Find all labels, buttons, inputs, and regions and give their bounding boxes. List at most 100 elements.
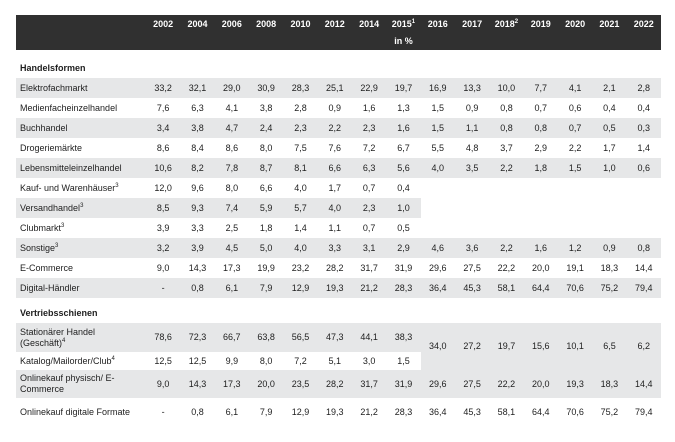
value-cell: 14,4: [634, 262, 653, 273]
value-cell: 0,5: [592, 118, 627, 138]
value-cell: 7,2: [362, 142, 376, 153]
footnote-marker: 3: [61, 222, 65, 229]
value-cell: 19,3: [557, 370, 593, 398]
value-cell: 10,6: [146, 158, 181, 178]
value-cell: 4,1: [225, 102, 239, 113]
year-header: 2021: [599, 18, 620, 29]
value-cell: 1,4: [637, 142, 651, 153]
value-cell: [557, 178, 593, 198]
value-cell: 3,2: [146, 238, 181, 258]
footnote-marker: 4: [111, 355, 115, 362]
value-cell: 12,0: [154, 182, 172, 193]
value-cell: 7,5: [294, 142, 307, 153]
value-cell: 36,4: [429, 406, 447, 417]
table-row: Onlinekauf digitale Formate - 0,8 6,1 7,9 12,…: [16, 398, 661, 426]
value-cell: 4,7: [214, 118, 249, 138]
value-cell: 2,2: [489, 238, 524, 258]
value-cell: 20,0: [532, 262, 550, 273]
row-label: Kauf- und Warenhäuser3: [16, 178, 146, 198]
row-label-text: Digital-Händler: [20, 282, 80, 293]
value-cell: [626, 198, 661, 218]
value-cell: -: [161, 406, 165, 417]
value-cell: 0,8: [500, 102, 513, 113]
value-cell: 1,7: [603, 142, 616, 153]
merged-value-cell: 19,7: [497, 341, 516, 351]
value-cell: 3,9: [156, 222, 170, 233]
value-cell: [489, 218, 524, 238]
unit-row: in %: [16, 33, 661, 50]
row-label-text: Onlinekauf digitale Formate: [20, 406, 131, 417]
value-cell: 8,0: [259, 355, 273, 366]
value-cell: 4,0: [420, 158, 455, 178]
footnote-marker: 3: [55, 242, 59, 249]
value-cell: 7,2: [294, 355, 307, 366]
table-row: Buchhandel 3,4 3,8 4,7 2,4 2,3 2,2 2,3 1,6 1,5 1,1…: [16, 118, 661, 138]
value-cell: 12,9: [291, 406, 310, 417]
value-cell: 23,5: [283, 370, 318, 398]
row-label: Onlinekauf physisch/ E-Commerce: [16, 370, 146, 398]
value-cell: 36,4: [420, 278, 455, 298]
value-cell: 2,5: [225, 222, 239, 233]
row-label-text: Medienfacheinzelhandel: [20, 102, 118, 113]
value-cell: 29,0: [214, 78, 249, 98]
value-cell: 1,6: [523, 238, 558, 258]
value-cell: [592, 198, 627, 218]
value-cell: 38,3: [386, 323, 421, 352]
value-cell: 1,1: [454, 118, 490, 138]
table-row: Kauf- und Warenhäuser3 12,0 9,6 8,0 6,6 4,0 1,…: [16, 178, 661, 198]
value-cell: 20,0: [248, 370, 284, 398]
value-cell: 66,7: [214, 323, 249, 352]
year-header: 2014: [359, 18, 380, 29]
value-cell: 31,9: [394, 262, 413, 273]
footnote-marker: 4: [62, 337, 66, 344]
value-cell: 2,3: [283, 118, 318, 138]
value-cell: 3,7: [500, 142, 513, 153]
value-cell: 5,1: [328, 355, 342, 366]
year-header: 20151: [391, 18, 416, 29]
value-cell: 22,2: [497, 262, 516, 273]
value-cell: 1,5: [557, 158, 593, 178]
value-cell: -: [146, 278, 181, 298]
value-cell: [454, 178, 490, 198]
value-cell: 12,9: [283, 278, 318, 298]
year-header: 2012: [324, 18, 345, 29]
value-cell: 44,1: [351, 323, 387, 352]
value-cell: 75,2: [592, 278, 627, 298]
value-cell: 6,7: [397, 142, 410, 153]
value-cell: 70,6: [557, 278, 593, 298]
value-cell: 8,6: [156, 142, 170, 153]
table-row: Elektrofachmarkt 33,2 32,1 29,0 30,9 28,3 25,1…: [16, 78, 661, 98]
value-cell: 0,8: [626, 238, 661, 258]
value-cell: 19,3: [317, 278, 352, 298]
value-cell: 16,9: [420, 78, 455, 98]
value-cell: 31,7: [360, 262, 378, 273]
year-header: 2008: [256, 18, 277, 29]
year-header: 2019: [530, 18, 551, 29]
merged-value-cell: 34,0: [429, 341, 447, 351]
value-cell: 14,3: [180, 370, 215, 398]
value-cell: 6,3: [351, 158, 387, 178]
value-cell: 33,2: [146, 78, 181, 98]
value-cell: 17,3: [214, 370, 249, 398]
value-cell: 28,3: [394, 406, 413, 417]
value-cell: 7,8: [214, 158, 249, 178]
value-cell: 79,4: [634, 406, 653, 417]
value-cell: 12,5: [188, 355, 207, 366]
value-cell: 21,2: [351, 278, 387, 298]
footnote-marker: 1: [411, 18, 416, 25]
value-cell: 1,4: [294, 222, 307, 233]
value-cell: 0,8: [489, 118, 524, 138]
value-cell: 0,8: [191, 406, 204, 417]
table-row: Versandhandel3 8,5 9,3 7,4 5,9 5,7 4,0 2,3 1,0: [16, 198, 661, 218]
value-cell: [592, 218, 627, 238]
value-cell: 2,2: [489, 158, 524, 178]
row-label: Drogeriemärkte: [16, 138, 146, 158]
year-header: 2006: [221, 18, 242, 29]
value-cell: 8,2: [180, 158, 215, 178]
table-row: Medienfacheinzelhandel 7,6 6,3 4,1 3,8 2,8 0,9…: [16, 98, 661, 118]
value-cell: 0,9: [328, 102, 342, 113]
value-cell: 1,6: [362, 102, 376, 113]
value-cell: [420, 178, 455, 198]
value-cell: 21,2: [360, 406, 378, 417]
row-label: Versandhandel3: [16, 198, 146, 218]
